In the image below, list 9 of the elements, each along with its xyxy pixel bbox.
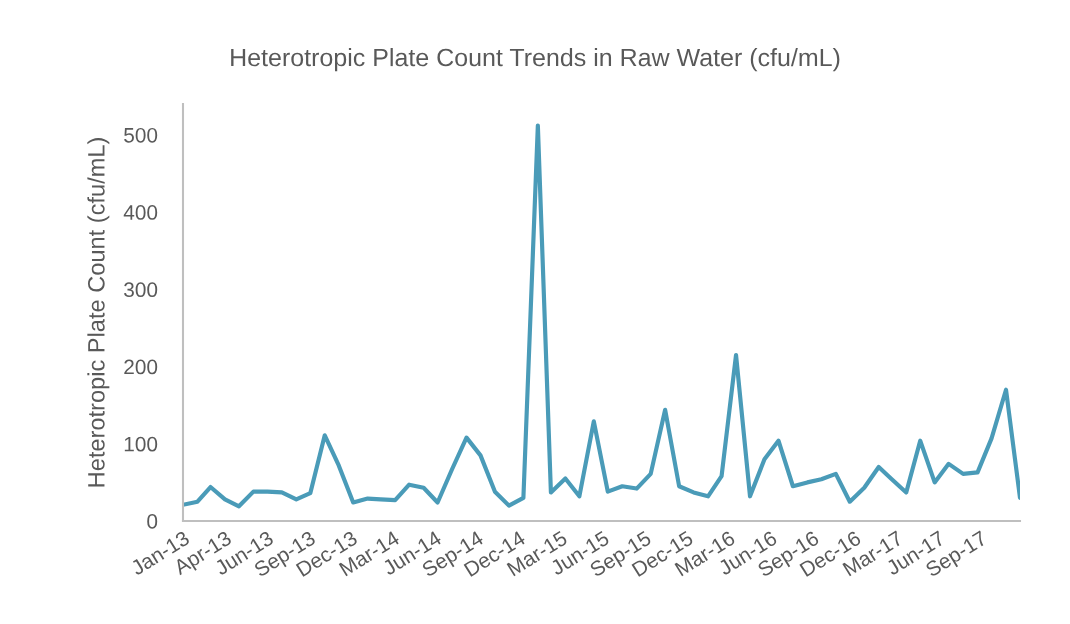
y-axis-title: Heterotropic Plate Count (cfu/mL) (87, 138, 110, 487)
y-tick-label: 0 (147, 514, 158, 529)
y-tick-label: 100 (124, 436, 158, 452)
line-series (183, 123, 1020, 509)
y-tick-label: 300 (124, 282, 158, 298)
y-tick-label: 500 (124, 127, 158, 143)
y-tick-label: 400 (123, 205, 158, 220)
y-tick-label: 200 (124, 359, 158, 375)
chart-title: Heterotropic Plate Count Trends in Raw Water (cfu/mL) (231, 48, 840, 72)
